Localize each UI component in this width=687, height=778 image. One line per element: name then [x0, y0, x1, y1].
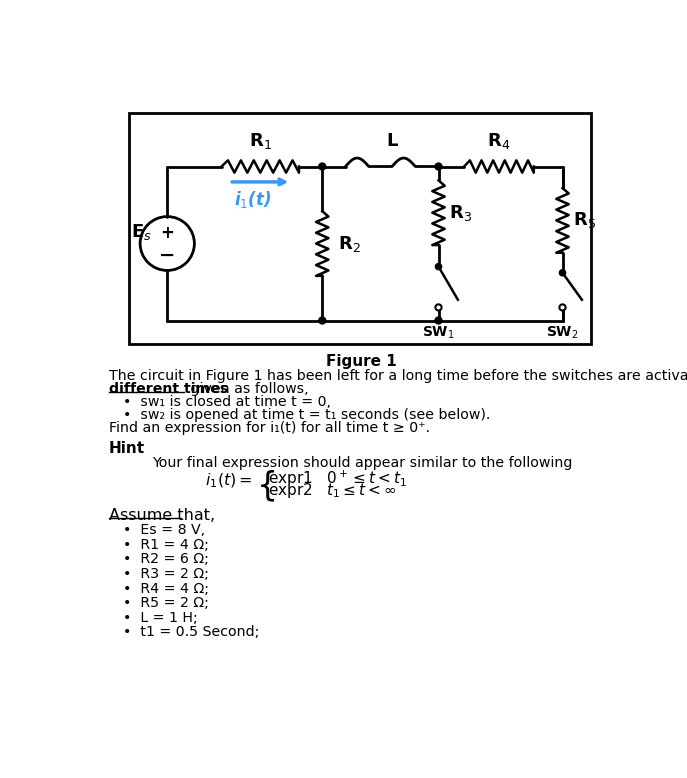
- Text: $\{$: $\{$: [256, 469, 275, 504]
- Text: R$_5$: R$_5$: [574, 210, 596, 230]
- Bar: [128, 113, 592, 344]
- Circle shape: [435, 317, 442, 324]
- Text: •  sw₁ is closed at time t = 0,: • sw₁ is closed at time t = 0,: [123, 395, 331, 409]
- Text: given as follows,: given as follows,: [186, 382, 308, 396]
- Text: •  L = 1 H;: • L = 1 H;: [123, 611, 198, 625]
- Text: −: −: [159, 246, 175, 265]
- Text: •  Es = 8 V,: • Es = 8 V,: [123, 523, 205, 537]
- Text: •  sw₂ is opened at time t = t₁ seconds (see below).: • sw₂ is opened at time t = t₁ seconds (…: [123, 408, 491, 422]
- Text: Figure 1: Figure 1: [326, 354, 396, 369]
- Text: •  R4 = 4 Ω;: • R4 = 4 Ω;: [123, 581, 209, 595]
- Text: SW$_2$: SW$_2$: [546, 324, 579, 341]
- Text: Assume that,: Assume that,: [109, 507, 215, 523]
- Circle shape: [436, 264, 442, 270]
- Text: SW$_1$: SW$_1$: [422, 324, 455, 341]
- Text: R$_3$: R$_3$: [449, 203, 473, 223]
- Text: Your final expression should appear similar to the following: Your final expression should appear simi…: [152, 456, 572, 470]
- Text: expr1   $0^+ \leq t < t_1$: expr1 $0^+ \leq t < t_1$: [268, 468, 407, 489]
- Circle shape: [559, 270, 565, 276]
- Text: The circuit in Figure 1 has been left for a long time before the switches are ac: The circuit in Figure 1 has been left fo…: [109, 369, 687, 383]
- Text: R$_1$: R$_1$: [249, 131, 271, 151]
- Text: •  R5 = 2 Ω;: • R5 = 2 Ω;: [123, 596, 209, 610]
- Text: •  t1 = 0.5 Second;: • t1 = 0.5 Second;: [123, 626, 260, 640]
- Text: i$_1$(t): i$_1$(t): [234, 189, 271, 210]
- Text: expr2   $t_1 \leq t < \infty$: expr2 $t_1 \leq t < \infty$: [268, 482, 396, 500]
- Text: •  R2 = 6 Ω;: • R2 = 6 Ω;: [123, 552, 209, 566]
- Text: L: L: [386, 132, 398, 150]
- Text: +: +: [160, 224, 174, 242]
- Text: •  R3 = 2 Ω;: • R3 = 2 Ω;: [123, 567, 209, 581]
- Text: Find an expression for i₁(t) for all time t ≥ 0⁺.: Find an expression for i₁(t) for all tim…: [109, 422, 430, 436]
- Text: different times: different times: [109, 382, 228, 396]
- Circle shape: [319, 163, 326, 170]
- Circle shape: [435, 163, 442, 170]
- Text: $i_1(t) = $: $i_1(t) = $: [205, 471, 253, 490]
- Text: E$_s$: E$_s$: [131, 222, 152, 242]
- Text: R$_4$: R$_4$: [487, 131, 510, 151]
- Text: Hint: Hint: [109, 441, 145, 457]
- Circle shape: [319, 317, 326, 324]
- Text: R$_2$: R$_2$: [338, 233, 361, 254]
- Text: •  R1 = 4 Ω;: • R1 = 4 Ω;: [123, 538, 209, 552]
